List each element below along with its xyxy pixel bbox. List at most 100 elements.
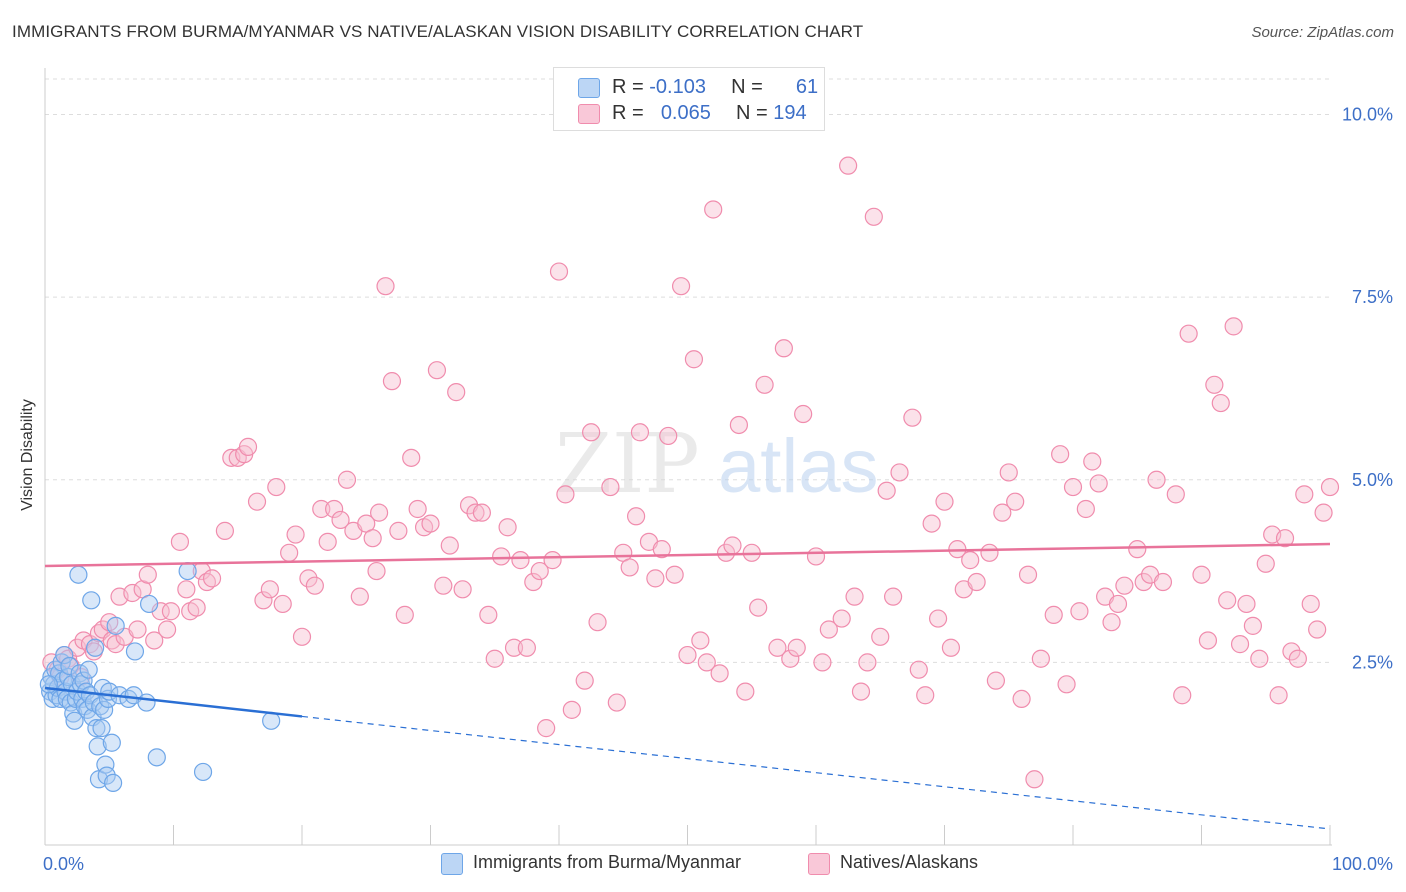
point-natives [504,638,524,657]
point-natives [215,521,234,540]
point-burma [97,766,116,785]
point-natives [305,576,324,595]
point-natives [839,156,858,175]
point-natives [517,638,536,657]
point-burma [104,773,123,793]
point-natives [993,503,1012,522]
point-natives [1211,393,1230,413]
point-natives [260,580,279,599]
point-natives [202,569,222,588]
point-natives [1320,477,1340,497]
watermark-atlas: atlas [718,424,879,509]
point-natives [941,638,961,657]
n-value-natives: 194 [773,102,807,124]
point-natives [479,605,498,625]
point-natives [588,613,607,632]
point-natives [935,492,954,511]
point-burma [79,660,98,679]
point-natives [395,605,414,625]
point-natives [1230,635,1250,654]
swatch-burma [578,78,600,98]
point-natives [472,503,491,522]
point-natives [858,653,877,672]
point-natives [1128,540,1147,559]
trend-line-burma [44,686,303,718]
legend-label-natives: Natives/Alaskans [840,852,979,872]
point-natives [819,620,838,639]
watermark: ZIP atlas [555,417,879,512]
point-natives [299,569,318,588]
stats-legend: R = -0.103 N = 61 R = 0.065 N = 194 [553,67,825,131]
point-natives [453,580,472,599]
point-burma [125,642,145,661]
axes [44,68,1332,846]
point-natives [1057,675,1076,694]
point-natives [890,463,909,482]
x-tick-label: 0.0% [43,854,84,874]
swatch-natives [578,104,600,124]
y-axis-label: Vision Disability [19,399,36,511]
point-natives [1051,445,1070,464]
point-burma [178,561,197,581]
point-natives [382,372,402,391]
point-natives [485,649,504,668]
tick-labels: 2.5% 5.0% 7.5% 10.0% 0.0% 100.0% [43,105,1393,874]
point-natives [549,262,569,281]
r-label: R = [612,76,644,98]
point-natives [138,565,157,584]
point-natives [781,649,800,668]
point-natives [273,594,292,614]
n-label: N = [731,76,763,98]
point-natives [402,448,421,467]
point-natives [1063,477,1083,497]
r-value-burma: -0.103 [649,76,706,98]
point-burma [87,719,106,738]
point-natives [710,664,729,683]
series-burma-points [39,561,281,793]
point-natives [498,518,517,537]
point-natives [337,470,357,489]
point-burma [92,719,111,738]
point-natives [704,200,723,219]
point-burma [82,591,101,610]
point-natives [909,660,928,679]
y-tick-label: 5.0% [1352,470,1393,490]
y-tick-label: 2.5% [1352,652,1393,672]
point-natives [877,481,896,500]
n-label: N = [736,102,768,124]
watermark-zip: ZIP [555,417,700,512]
grid-lines [45,78,1330,663]
point-natives [736,682,755,701]
point-natives [1012,689,1031,709]
point-natives [999,463,1018,482]
point-burma [65,711,84,730]
point-natives [161,602,181,621]
point-natives [1025,770,1044,789]
series-legend: Immigrants from Burma/Myanmar Natives/Al… [0,851,1406,877]
point-natives [1108,594,1128,614]
point-natives [845,587,864,606]
point-burma [55,645,74,665]
point-burma [95,700,114,719]
point-natives [601,477,620,497]
point-natives [832,609,851,628]
point-natives [659,426,678,446]
source-label: Source: ZipAtlas.com [1251,24,1394,41]
point-natives [883,587,903,606]
point-natives [1282,642,1301,661]
point-natives [1256,554,1275,573]
point-natives [729,415,749,435]
point-natives [350,587,369,606]
point-natives [575,671,594,690]
point-natives [408,499,427,519]
point-natives [128,620,147,639]
point-natives [1301,594,1320,614]
point-natives [312,499,331,519]
point-natives [684,350,704,369]
point-natives [1076,499,1095,519]
point-natives [1166,485,1185,504]
y-tick-label: 10.0% [1342,105,1393,125]
point-natives [665,565,684,584]
point-natives [967,572,986,592]
point-burma [193,762,213,782]
